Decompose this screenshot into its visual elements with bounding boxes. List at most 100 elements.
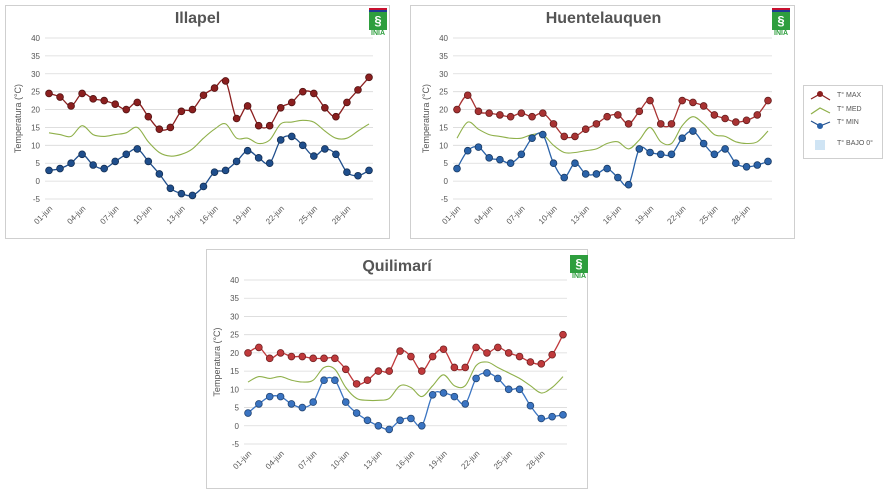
data-point-tmin <box>352 409 361 417</box>
chart-title: Quilimarí <box>362 258 432 275</box>
data-point-tmax <box>265 121 274 130</box>
data-point-tmin <box>764 157 772 166</box>
data-point-tmax <box>188 105 197 114</box>
data-point-tmin <box>592 170 601 178</box>
inia-logo: § INIA <box>772 8 790 38</box>
data-point-tmax <box>699 102 708 110</box>
data-point-tmin <box>678 134 687 142</box>
legend-swatch-min <box>810 120 831 129</box>
y-tick-label: 35 <box>31 52 40 61</box>
x-tick-label: 22-jun <box>264 204 286 226</box>
data-point-tmax <box>515 352 524 361</box>
chart-panel-illapel: Illapel § INIA -5 0 5 10 15 20 25 30 35 40 Tempera… <box>5 5 390 239</box>
data-point-tmax <box>221 77 230 85</box>
data-point-tmin <box>332 150 340 159</box>
data-point-tmax <box>753 111 762 119</box>
y-tick-label: 30 <box>31 70 40 79</box>
y-axis-label: Temperatura (°C) <box>212 327 222 396</box>
legend-swatch-below-zero <box>815 140 825 150</box>
data-point-tmin <box>517 150 526 159</box>
x-tick-label: 22-jun <box>665 204 687 226</box>
x-tick-label: 25-jun <box>698 204 720 226</box>
data-point-tmax <box>45 89 53 98</box>
data-point-tmax <box>592 120 601 128</box>
legend-label: T° BAJO 0° <box>837 140 873 147</box>
leaf-icon: § <box>772 12 790 30</box>
data-point-tmax <box>385 367 394 375</box>
data-point-tmin <box>243 146 252 155</box>
data-point-tmax <box>78 89 86 98</box>
data-point-tmin <box>244 409 252 417</box>
chart-title: Huentelauquen <box>545 10 662 27</box>
data-point-tmax <box>721 114 729 123</box>
y-tick-label: 10 <box>31 141 40 150</box>
data-point-tmin <box>667 150 676 159</box>
data-point-tmax <box>450 363 459 372</box>
data-point-tmin <box>485 154 493 162</box>
data-point-tmin <box>177 189 186 198</box>
data-point-tmax <box>504 349 513 357</box>
legend-item-min: T° MIN <box>810 117 884 131</box>
data-point-tmax <box>56 93 64 101</box>
y-tick-label: -5 <box>441 195 449 204</box>
data-point-tmax <box>483 349 491 357</box>
y-tick-label: 0 <box>235 422 240 431</box>
leaf-icon: § <box>570 255 588 273</box>
data-point-tmin <box>298 141 307 150</box>
data-point-tmin <box>341 398 350 406</box>
y-tick-label: -5 <box>232 440 240 449</box>
data-point-tmax <box>614 111 622 119</box>
data-point-tmax <box>111 100 120 108</box>
x-tick-label: 16-jun <box>601 204 623 226</box>
data-point-tmax <box>309 354 317 363</box>
logo-text: INIA <box>371 30 385 37</box>
data-point-tmax <box>243 102 252 110</box>
data-point-tmax <box>133 98 142 107</box>
data-point-tmin <box>374 421 383 430</box>
x-tick-label: 10-jun <box>132 204 154 226</box>
y-tick-label: -5 <box>33 195 41 204</box>
data-point-tmax <box>374 367 383 375</box>
data-point-tmax <box>646 96 654 105</box>
logo-text: INIA <box>572 273 586 280</box>
data-point-tmax <box>332 112 340 121</box>
data-point-tmax <box>265 354 274 363</box>
data-point-tmax <box>210 84 219 92</box>
data-point-tmin <box>496 155 504 164</box>
legend-item-max: T° MAX <box>810 90 884 104</box>
data-point-tmax <box>298 87 307 96</box>
x-tick-label: 04-jun <box>65 204 87 226</box>
x-tick-label: 01-jun <box>231 449 253 471</box>
x-tick-label: 04-jun <box>264 449 286 471</box>
x-tick-label: 13-jun <box>165 204 187 226</box>
data-point-tmax <box>320 354 328 363</box>
data-point-tmin <box>453 164 461 173</box>
data-point-tmax <box>407 352 415 361</box>
x-tick-label: 16-jun <box>198 204 220 226</box>
data-point-tmax <box>287 98 296 107</box>
y-tick-label: 30 <box>439 70 448 79</box>
y-tick-label: 0 <box>36 177 41 186</box>
x-tick-label: 28-jun <box>525 449 547 471</box>
data-point-tmin <box>210 168 219 176</box>
data-point-tmin <box>710 150 719 159</box>
data-point-tmax <box>537 360 546 368</box>
logo-text: INIA <box>774 30 788 37</box>
data-point-tmax <box>463 91 472 100</box>
data-point-tmax <box>494 343 502 352</box>
data-point-tmin <box>265 159 274 168</box>
x-tick-label: 19-jun <box>633 204 655 226</box>
data-point-tmin <box>365 166 373 175</box>
data-point-tmin <box>199 182 208 191</box>
data-point-tmax <box>199 91 208 100</box>
data-point-tmax <box>710 111 719 119</box>
data-point-tmax <box>331 354 339 363</box>
data-point-tmax <box>365 73 373 82</box>
data-point-tmin <box>538 130 547 139</box>
y-tick-label: 10 <box>439 141 448 150</box>
data-point-tmax <box>472 343 480 352</box>
data-point-tmax <box>363 376 372 385</box>
data-point-tmax <box>67 102 75 110</box>
data-point-tmin <box>155 170 164 178</box>
chart-area: -5 0 5 10 15 20 25 30 35 40 Temperatura (°C) 01-jun… <box>13 34 373 226</box>
